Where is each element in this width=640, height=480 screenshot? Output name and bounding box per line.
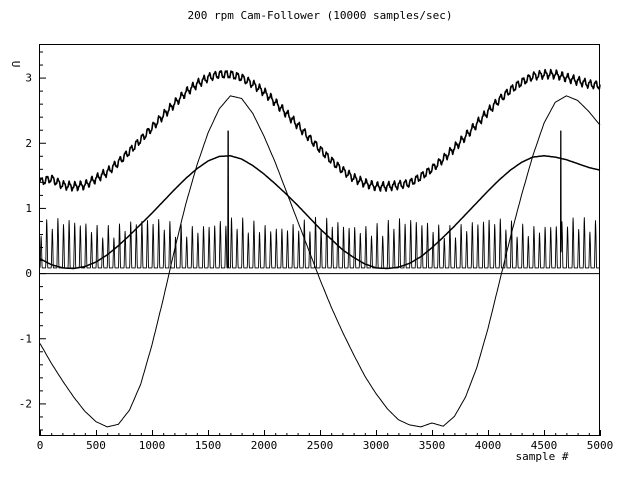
x-tick-label: 4500 <box>531 439 558 452</box>
chart-title: 200 rpm Cam-Follower (10000 samples/sec) <box>188 9 453 22</box>
plot-frame <box>39 44 600 436</box>
y-tick-label: 1 <box>25 202 32 215</box>
y-tick-label: 0 <box>25 267 32 280</box>
y-tick-label: -2 <box>19 397 32 410</box>
x-axis: 0 500 1000 1500 2000 2500 3000 3500 4000 4500 5000 <box>37 430 614 452</box>
x-tick-label: 0 <box>37 439 44 452</box>
series-line-medium-amplitude-trace <box>39 155 601 270</box>
x-tick-label: 500 <box>86 439 106 452</box>
x-tick-label: 3500 <box>419 439 446 452</box>
x-tick-label: 1500 <box>195 439 222 452</box>
x-tick-label: 1000 <box>139 439 166 452</box>
x-tick-label: 2000 <box>251 439 278 452</box>
y-tick-label: -1 <box>19 332 32 345</box>
x-tick-label: 2500 <box>307 439 334 452</box>
x-tick-label: 3000 <box>363 439 390 452</box>
series-group <box>39 68 601 428</box>
y-tick-label: 3 <box>25 72 32 85</box>
series-line-upper-ripple-trace <box>39 68 601 192</box>
x-axis-label: sample # <box>516 450 569 463</box>
y-axis-label: U <box>9 61 22 68</box>
y-tick-label: 2 <box>25 137 32 150</box>
y-axis: -2 -1 0 1 2 3 <box>19 51 46 431</box>
series-line-pulse-train-trace <box>39 130 601 269</box>
x-tick-label: 4000 <box>475 439 502 452</box>
x-tick-label: 5000 <box>587 439 614 452</box>
